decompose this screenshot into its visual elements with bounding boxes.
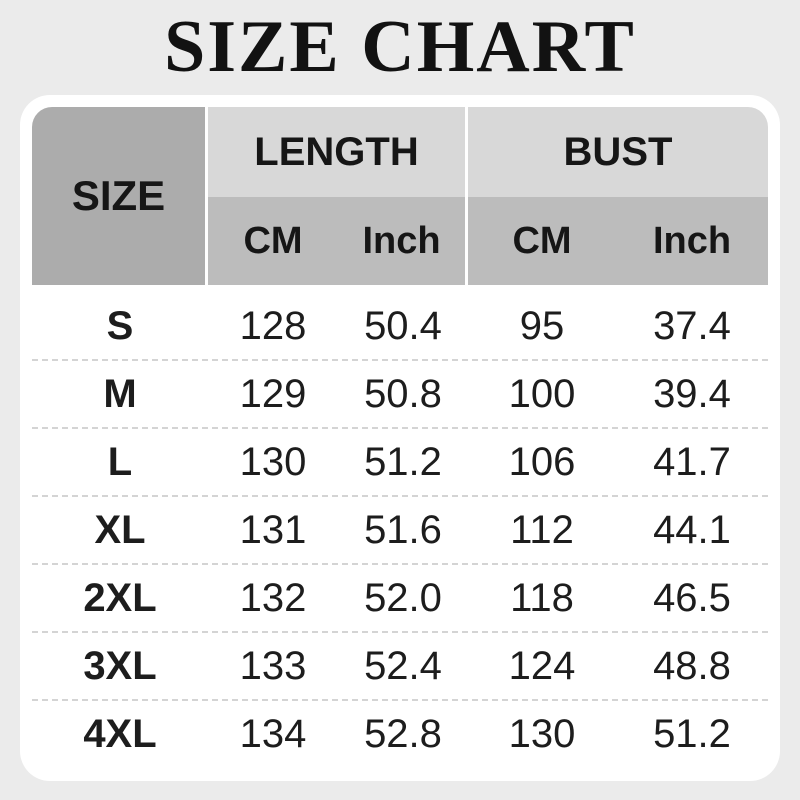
cell-bust-inch: 48.8 <box>653 643 731 688</box>
table-row-xl: XL 131 51.6 112 44.1 <box>32 495 768 563</box>
cell-size: S <box>106 303 134 348</box>
size-chart-card: SIZE LENGTH BUST CM Inch CM Inch S 128 5… <box>20 95 780 781</box>
length-inch-header: Inch <box>338 197 468 285</box>
cell-length-inch: 52.4 <box>364 643 442 688</box>
table-row-2xl: 2XL 132 52.0 118 46.5 <box>32 563 768 631</box>
bust-cm-header: CM <box>468 197 616 285</box>
table-header: SIZE LENGTH BUST CM Inch CM Inch <box>32 107 768 285</box>
length-group-header: LENGTH <box>208 107 468 197</box>
cell-length-inch: 51.2 <box>364 439 442 484</box>
table-row-m: M 129 50.8 100 39.4 <box>32 359 768 427</box>
cell-bust-inch: 44.1 <box>653 507 731 552</box>
cell-length-cm: 128 <box>239 303 307 348</box>
cell-size: 2XL <box>83 575 157 620</box>
cell-bust-inch: 41.7 <box>653 439 731 484</box>
cell-length-inch: 50.4 <box>364 303 442 348</box>
page-title: SIZE CHART <box>164 6 636 88</box>
cell-size: L <box>107 439 133 484</box>
cell-bust-cm: 130 <box>508 711 576 756</box>
cell-size: M <box>103 371 137 416</box>
cell-length-inch: 52.8 <box>364 711 442 756</box>
length-cm-header: CM <box>208 197 338 285</box>
cell-bust-cm: 95 <box>519 303 565 348</box>
cell-bust-cm: 118 <box>510 575 574 620</box>
table-body: S 128 50.4 95 37.4 M 129 50.8 100 39.4 L… <box>32 293 768 767</box>
cell-bust-inch: 37.4 <box>653 303 731 348</box>
cell-length-cm: 132 <box>239 575 307 620</box>
cell-size: 4XL <box>83 711 157 756</box>
cell-bust-inch: 51.2 <box>653 711 731 756</box>
cell-length-inch: 51.6 <box>364 507 442 552</box>
cell-length-cm: 131 <box>239 507 307 552</box>
bust-inch-header: Inch <box>616 197 768 285</box>
table-row-s: S 128 50.4 95 37.4 <box>32 293 768 359</box>
bust-group-header: BUST <box>468 107 768 197</box>
cell-bust-cm: 106 <box>508 439 576 484</box>
cell-bust-inch: 39.4 <box>653 371 731 416</box>
cell-length-cm: 134 <box>239 711 307 756</box>
table-row-4xl: 4XL 134 52.8 130 51.2 <box>32 699 768 767</box>
cell-length-cm: 133 <box>239 643 307 688</box>
size-column-header: SIZE <box>32 107 208 285</box>
cell-bust-cm: 112 <box>510 507 574 552</box>
table-row-3xl: 3XL 133 52.4 124 48.8 <box>32 631 768 699</box>
cell-length-inch: 52.0 <box>364 575 442 620</box>
cell-bust-cm: 124 <box>508 643 576 688</box>
cell-bust-inch: 46.5 <box>653 575 731 620</box>
cell-length-cm: 129 <box>239 371 307 416</box>
table-row-l: L 130 51.2 106 41.7 <box>32 427 768 495</box>
cell-bust-cm: 100 <box>508 371 576 416</box>
cell-size: XL <box>94 507 146 552</box>
cell-size: 3XL <box>83 643 157 688</box>
cell-length-inch: 50.8 <box>364 371 442 416</box>
cell-length-cm: 130 <box>239 439 307 484</box>
